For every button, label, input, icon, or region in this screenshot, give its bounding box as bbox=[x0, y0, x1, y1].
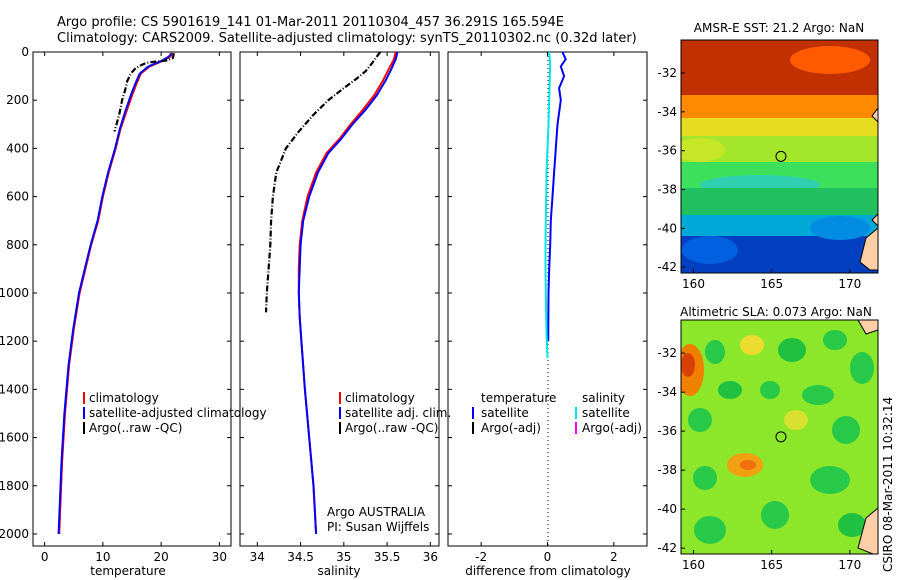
y-tick-label: 1800 bbox=[0, 479, 29, 493]
y-tick-label: -42 bbox=[657, 260, 677, 274]
x-tick-label: 35.5 bbox=[374, 550, 401, 564]
argo-position-marker bbox=[775, 431, 787, 443]
series-line bbox=[58, 52, 174, 535]
salinity-axes-frame bbox=[239, 51, 440, 547]
difference-panel: -2 0 2 difference from climatology tempera… bbox=[447, 51, 648, 578]
sla-field bbox=[681, 320, 878, 554]
x-tick-label: 165 bbox=[760, 558, 783, 572]
legend-label: satellite adj. clim. bbox=[345, 406, 451, 420]
series-line bbox=[297, 51, 397, 535]
x-tick-label: 160 bbox=[682, 277, 705, 291]
y-tick-label: -42 bbox=[657, 541, 677, 555]
legend-title-salinity: salinity bbox=[582, 391, 625, 405]
legend-label: satellite bbox=[481, 406, 529, 420]
y-tick-label: 1600 bbox=[0, 431, 29, 445]
y-tick-label: 1000 bbox=[0, 286, 29, 300]
climatology-subtitle: Climatology: CARS2009. Satellite-adjuste… bbox=[57, 31, 637, 46]
y-tick-label: 0 bbox=[21, 45, 29, 59]
y-tick-label: 400 bbox=[6, 141, 29, 155]
x-tick-label: 170 bbox=[838, 277, 861, 291]
sla-map-title: Altimetric SLA: 0.073 Argo: NaN bbox=[680, 305, 872, 319]
y-tick-label: -38 bbox=[657, 463, 677, 477]
x-tick-label: 30 bbox=[212, 550, 227, 564]
series-line bbox=[264, 51, 382, 313]
x-tick-label: 20 bbox=[153, 550, 168, 564]
series-line bbox=[113, 52, 175, 132]
y-tick-label: 600 bbox=[6, 190, 29, 204]
sst-map-frame bbox=[680, 39, 879, 274]
temperature-axes-frame bbox=[32, 51, 232, 547]
sst-map-title: AMSR-E SST: 21.2 Argo: NaN bbox=[694, 21, 864, 35]
x-tick-label: 34.5 bbox=[287, 550, 314, 564]
sla-map-frame bbox=[680, 319, 879, 555]
legend-label: climatology bbox=[89, 391, 159, 405]
temperature-legend: climatology satellite-adjusted climatolo… bbox=[83, 391, 267, 435]
y-tick-label: -40 bbox=[657, 502, 677, 516]
x-tick-label: 35 bbox=[336, 550, 351, 564]
x-tick-label: 160 bbox=[682, 558, 705, 572]
y-tick-label: 1200 bbox=[0, 334, 29, 348]
y-tick-label: -34 bbox=[657, 385, 677, 399]
salinity-panel: 34 34.5 35 35.5 36 salinity climatology sate… bbox=[239, 51, 451, 578]
y-tick-label: -36 bbox=[657, 424, 677, 438]
y-tick-label: -36 bbox=[657, 144, 677, 158]
legend-label: satellite-adjusted climatology bbox=[89, 406, 267, 420]
y-tick-label: -34 bbox=[657, 105, 677, 119]
argo-position-marker bbox=[775, 150, 787, 162]
sst-map-panel: AMSR-E SST: 21.2 Argo: NaN 160 165 170 -32 -… bbox=[657, 21, 879, 291]
argo-country-annotation: Argo AUSTRALIA bbox=[327, 505, 426, 519]
legend-label: satellite bbox=[582, 406, 630, 420]
x-tick-label: 36 bbox=[423, 550, 438, 564]
x-tick-label: -2 bbox=[475, 550, 487, 564]
y-tick-label: -32 bbox=[657, 346, 677, 360]
y-tick-label: -32 bbox=[657, 66, 677, 80]
y-tick-label: 2000 bbox=[0, 527, 29, 541]
temperature-panel: 0 200 400 600 800 1000 1200 1400 1600 1800 2000 0 1… bbox=[0, 45, 267, 578]
difference-legend: temperature satellite Argo(-adj) salinit… bbox=[472, 391, 642, 435]
y-tick-label: -38 bbox=[657, 183, 677, 197]
series-line bbox=[547, 51, 567, 342]
series-line bbox=[297, 51, 399, 535]
y-tick-label: -40 bbox=[657, 221, 677, 235]
legend-title-temperature: temperature bbox=[481, 391, 556, 405]
sst-field bbox=[681, 40, 878, 273]
temperature-xlabel: temperature bbox=[90, 564, 165, 578]
legend-label: Argo(-adj) bbox=[582, 421, 642, 435]
difference-xlabel: difference from climatology bbox=[465, 564, 631, 578]
x-tick-label: 34 bbox=[250, 550, 265, 564]
pi-annotation: PI: Susan Wijffels bbox=[327, 520, 429, 534]
x-tick-label: 0 bbox=[41, 550, 49, 564]
legend-label: climatology bbox=[345, 391, 415, 405]
salinity-xlabel: salinity bbox=[317, 564, 360, 578]
y-tick-label: 1400 bbox=[0, 382, 29, 396]
series-line bbox=[544, 51, 552, 359]
x-tick-label: 165 bbox=[760, 277, 783, 291]
legend-label: Argo(-adj) bbox=[481, 421, 541, 435]
profile-title: Argo profile: CS 5901619_141 01-Mar-2011… bbox=[57, 15, 564, 30]
series-line bbox=[57, 52, 173, 535]
x-tick-label: 10 bbox=[95, 550, 110, 564]
y-tick-label: 200 bbox=[6, 93, 29, 107]
x-tick-label: 2 bbox=[610, 550, 618, 564]
salinity-legend: climatology satellite adj. clim. Argo(..… bbox=[339, 391, 451, 435]
x-tick-label: 0 bbox=[544, 550, 552, 564]
sla-map-panel: Altimetric SLA: 0.073 Argo: NaN bbox=[657, 305, 879, 572]
csiro-timestamp: CSIRO 08-Mar-2011 10:32:14 bbox=[881, 397, 895, 572]
x-tick-label: 170 bbox=[838, 558, 861, 572]
legend-label: Argo(..raw -QC) bbox=[345, 421, 438, 435]
y-tick-label: 800 bbox=[6, 238, 29, 252]
legend-label: Argo(..raw -QC) bbox=[89, 421, 182, 435]
